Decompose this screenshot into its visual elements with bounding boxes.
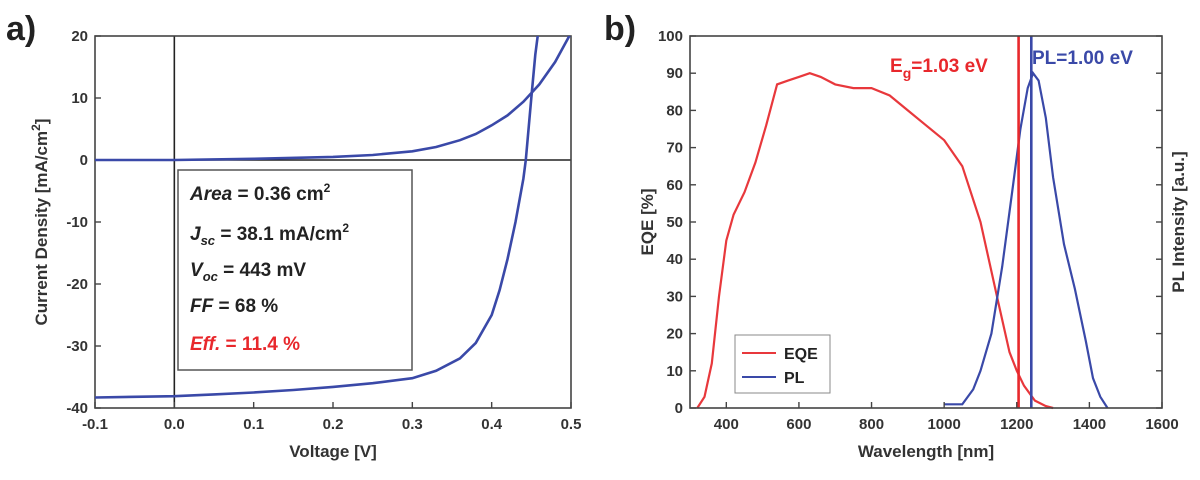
y-tick-label: 10 <box>71 90 88 107</box>
info-voc: Voc = 443 mV <box>190 260 306 284</box>
y-tick-label: -40 <box>66 400 88 417</box>
y-tick-label: 90 <box>666 65 683 82</box>
chart-a-xlabel: Voltage [V] <box>289 442 377 461</box>
y-tick-label: 10 <box>666 363 683 380</box>
pl-curve <box>944 70 1109 409</box>
eqe-curve <box>696 72 1054 410</box>
chart-b-series <box>696 36 1109 410</box>
chart-b: b) 400 600 800 1000 1200 1400 1600 0 10 20 30 40 50 6… <box>604 10 1188 461</box>
panel-label-b: b) <box>604 10 636 48</box>
y-tick-label: 0 <box>80 152 88 169</box>
y-tick-label: 80 <box>666 102 683 119</box>
x-tick-label: 1600 <box>1145 416 1178 433</box>
y-tick-label: 20 <box>666 326 683 343</box>
info-ff: FF = 68 % <box>190 296 278 317</box>
x-tick-label: 400 <box>714 416 739 433</box>
chart-b-xlabel: Wavelength [nm] <box>858 442 994 461</box>
info-area: Area = 0.36 cm2 <box>189 181 331 205</box>
y-tick-label: -30 <box>66 338 88 355</box>
x-tick-label: 0.1 <box>243 416 264 433</box>
legend-frame <box>734 334 831 394</box>
y-tick-label: 70 <box>666 140 683 157</box>
x-tick-label: 0.0 <box>164 416 185 433</box>
chart-a-ticks: -0.1 0.0 0.1 0.2 0.3 0.4 0.5 -40 -30 -20 -10 0 10 20 <box>66 28 581 433</box>
chart-b-y2label: PL Intensity [a.u.] <box>1169 151 1188 292</box>
chart-a: a) -0.1 0.0 0.1 0.2 0.3 0.4 0.5 -40 -30 -20 -10 0 10… <box>6 10 581 461</box>
info-box-frame <box>177 169 413 371</box>
legend-eqe-label: EQE <box>784 346 818 363</box>
x-tick-label: 1400 <box>1073 416 1106 433</box>
chart-b-legend: EQE PL <box>734 334 831 394</box>
panel-label-a: a) <box>6 10 36 48</box>
y-tick-label: 40 <box>666 251 683 268</box>
jv-light-curve <box>95 36 540 399</box>
y-tick-label: 60 <box>666 177 683 194</box>
x-tick-label: 0.5 <box>561 416 582 433</box>
y-tick-label: -10 <box>66 214 88 231</box>
x-tick-label: 800 <box>859 416 884 433</box>
chart-b-ticks: 400 600 800 1000 1200 1400 1600 0 10 20 30 40 50 60 70… <box>658 28 1179 433</box>
info-jsc: Jsc = 38.1 mA/cm2 <box>190 221 349 248</box>
y-tick-label: 20 <box>71 28 88 45</box>
legend-pl-label: PL <box>784 370 805 387</box>
x-tick-label: 0.3 <box>402 416 423 433</box>
x-tick-label: 1000 <box>927 416 960 433</box>
jv-dark-curve <box>95 36 571 162</box>
eg-annotation: Eg=1.03 eV <box>890 56 988 81</box>
pl-annotation: PL=1.00 eV <box>1032 48 1133 69</box>
y-tick-label: -20 <box>66 276 88 293</box>
x-tick-label: -0.1 <box>82 416 108 433</box>
y-tick-label: 0 <box>675 400 683 417</box>
chart-b-ylabel: EQE [%] <box>638 188 657 255</box>
info-efficiency: Eff. = 11.4 % <box>190 334 300 355</box>
x-tick-label: 1200 <box>1000 416 1033 433</box>
x-tick-label: 600 <box>786 416 811 433</box>
y-tick-label: 50 <box>666 214 683 231</box>
chart-a-series <box>95 36 571 399</box>
chart-a-info-box: Area = 0.36 cm2 Jsc = 38.1 mA/cm2 Voc = … <box>177 169 413 371</box>
x-tick-label: 0.4 <box>481 416 503 433</box>
y-tick-label: 30 <box>666 288 683 305</box>
chart-a-ylabel: Current Density [mA/cm2] <box>29 119 51 326</box>
x-tick-label: 0.2 <box>323 416 344 433</box>
y-tick-label: 100 <box>658 28 683 45</box>
